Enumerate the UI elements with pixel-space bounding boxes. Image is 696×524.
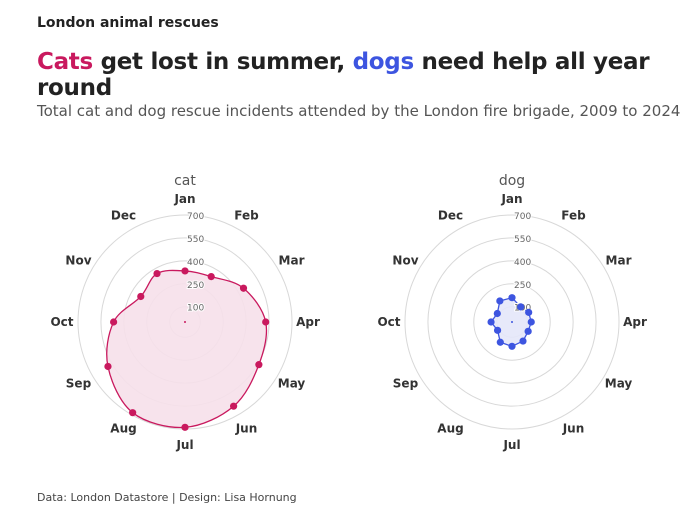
month-label: Feb <box>561 208 586 222</box>
month-label: Jan <box>173 192 195 206</box>
center-dot <box>511 321 513 323</box>
cat-point <box>137 292 145 301</box>
separator: | <box>168 491 180 504</box>
cat-point <box>181 423 189 431</box>
dog-point <box>493 309 501 318</box>
cat-point <box>129 409 137 417</box>
cat-point <box>181 267 189 275</box>
month-label: Apr <box>623 315 647 329</box>
dog-point <box>487 318 495 326</box>
dog-point <box>527 318 535 326</box>
month-label: Mar <box>279 254 305 268</box>
kicker: London animal rescues <box>37 15 219 31</box>
grid-ring <box>404 214 620 430</box>
subtitle: Total cat and dog rescue incidents atten… <box>37 102 681 120</box>
month-label: Jun <box>562 422 585 436</box>
month-label: Mar <box>606 254 632 268</box>
dog-point <box>519 337 527 345</box>
radial-tick-label: 250 <box>514 281 531 291</box>
dog-point <box>496 297 504 305</box>
radial-tick-label: 400 <box>187 258 204 268</box>
radial-tick-label: 250 <box>187 281 204 291</box>
cat-point <box>262 318 270 326</box>
dog-radar: dog100250400550700JanFebMarAprMayJunJulA… <box>377 173 647 452</box>
cat-radar: cat 100 250 400 550 700 Jan Feb Mar Apr May Jun Jul A… <box>50 173 320 452</box>
month-label: Jan <box>500 192 522 206</box>
radial-tick-label: 700 <box>187 212 204 222</box>
dog-point <box>508 342 516 350</box>
center-dot <box>184 321 186 323</box>
chart-title: cat <box>174 173 196 189</box>
month-label: Aug <box>437 422 463 436</box>
cat-point <box>104 362 112 371</box>
month-label: May <box>605 377 633 391</box>
dog-point <box>525 308 533 316</box>
month-label: Feb <box>234 208 259 222</box>
headline-dogs: dogs <box>352 49 415 75</box>
cat-point <box>153 269 161 278</box>
month-label: Oct <box>50 315 73 329</box>
month-label: Oct <box>377 315 400 329</box>
dog-point <box>493 326 502 334</box>
dog-point <box>517 303 525 311</box>
grid-ring <box>473 283 551 361</box>
cat-point <box>255 361 263 369</box>
radial-tick-label: 550 <box>514 235 531 245</box>
design-credit: Design: Lisa Hornung <box>179 491 297 504</box>
grid-ring <box>450 260 574 384</box>
dog-point <box>524 327 532 335</box>
month-label: Jul <box>175 438 193 452</box>
dog-point <box>508 294 516 302</box>
month-label: Sep <box>393 377 419 391</box>
month-label: May <box>278 377 306 391</box>
month-label: Dec <box>111 208 136 222</box>
source: Data: London Datastore <box>37 491 169 504</box>
chart-title: dog <box>499 173 525 189</box>
month-label: Sep <box>66 377 92 391</box>
radial-tick-label: 700 <box>514 212 531 222</box>
month-label: Apr <box>296 315 320 329</box>
footer: Data: London Datastore | Design: Lisa Ho… <box>37 491 297 504</box>
month-label: Jun <box>235 422 258 436</box>
month-label: Dec <box>438 208 463 222</box>
month-label: Nov <box>65 254 91 268</box>
month-label: Aug <box>110 422 136 436</box>
cat-point <box>230 402 238 410</box>
headline-cats: Cats <box>37 49 93 75</box>
radial-tick-label: 100 <box>187 304 204 314</box>
radial-tick-label: 400 <box>514 258 531 268</box>
radial-tick-label: 550 <box>187 235 204 245</box>
cat-point <box>207 272 215 281</box>
cat-point <box>239 284 248 292</box>
dog-point <box>496 338 504 346</box>
cat-point <box>110 318 118 326</box>
month-label: Jul <box>502 438 520 452</box>
headline-text-end: need help all year round <box>37 49 650 101</box>
headline-text: get lost in summer, <box>92 49 353 75</box>
headline: Cats get lost in summer, dogs need help … <box>37 49 696 101</box>
grid-ring <box>427 237 597 407</box>
month-label: Nov <box>392 254 418 268</box>
